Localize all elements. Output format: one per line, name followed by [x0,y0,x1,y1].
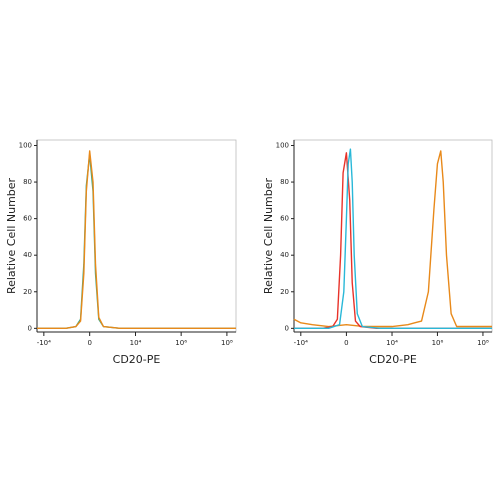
histogram-line [37,150,236,330]
histogram-line [293,150,492,328]
y-tick-label: 60 [280,215,289,223]
histogram-line [294,148,492,330]
y-tick-label: 20 [280,288,289,296]
x-axis-label: CD20-PE [113,353,161,366]
x-tick-label: 10⁸ [221,339,233,347]
y-tick-label: 100 [276,141,289,149]
plot-frame [293,139,493,333]
histogram-line [294,152,492,330]
x-axis-label: CD20-PE [369,353,417,366]
y-tick-label: 60 [23,215,32,223]
x-tick-label: -10⁴ [294,339,308,347]
x-tick-label: 0 [87,339,91,347]
x-tick-label: 10⁶ [432,339,444,347]
x-tick-label: 0 [344,339,348,347]
y-tick-label: 0 [285,324,289,332]
x-tick-label: -10⁴ [37,339,51,347]
y-tick-label: 40 [280,251,289,259]
histogram-line [37,153,236,330]
y-tick-label: 0 [28,324,32,332]
y-tick-label: 100 [19,141,32,149]
y-tick-label: 80 [23,178,32,186]
plot-frame [36,139,237,333]
x-tick-label: 10⁴ [386,339,398,347]
x-tick-label: 10⁴ [130,339,142,347]
y-tick-label: 80 [280,178,289,186]
x-tick-label: 10⁶ [175,339,187,347]
y-axis-label: Relative Cell Number [262,177,275,294]
y-tick-label: 40 [23,251,32,259]
y-tick-label: 20 [23,288,32,296]
x-tick-label: 10⁸ [477,339,489,347]
y-axis-label: Relative Cell Number [5,177,18,294]
